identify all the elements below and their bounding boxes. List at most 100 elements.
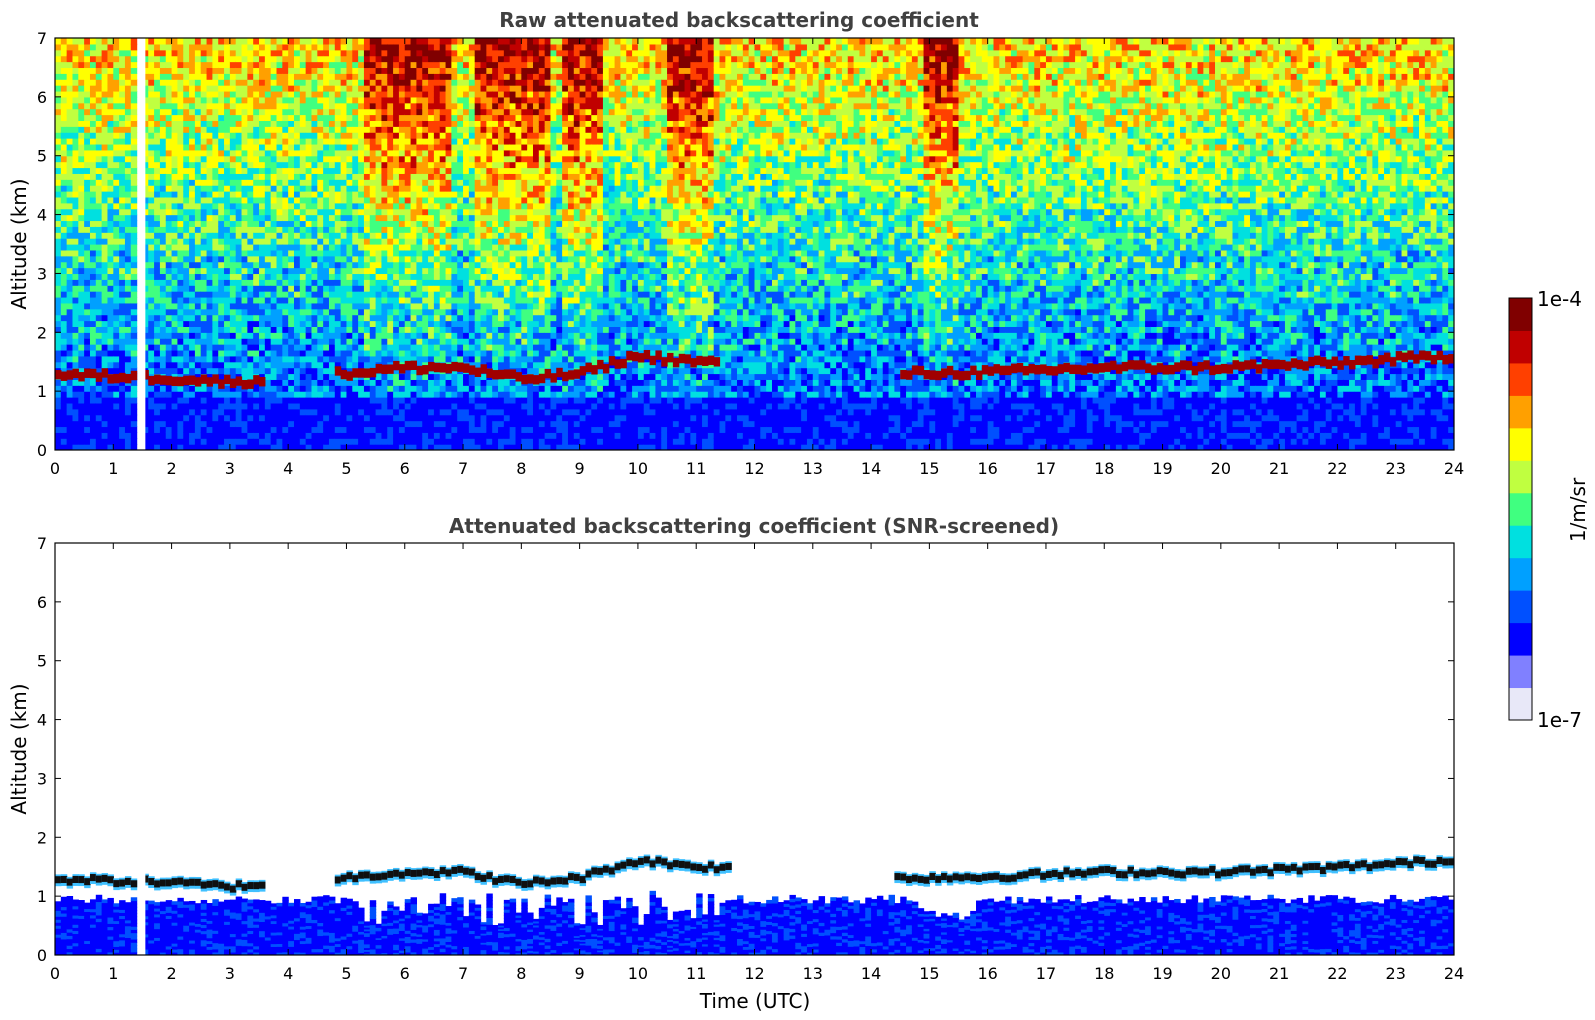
heat-cell [416,226,423,233]
heat-cell [398,55,406,63]
heat-cell [276,67,283,74]
heat-cell [428,438,435,445]
heat-cell [375,267,383,275]
heat-cell [439,244,447,251]
heat-cell [433,432,441,439]
heat-cell [340,238,348,245]
heat-cell [317,285,324,292]
heat-cell [89,38,97,45]
heat-cell [154,367,161,375]
heat-cell [270,414,278,422]
heat-cell [276,308,283,316]
heat-cell [346,138,353,145]
heat-cell [72,85,79,92]
heat-cell [113,73,120,80]
heat-cell [247,143,254,151]
heat-cell [375,291,383,298]
heat-cell [445,326,452,333]
heat-cell [55,108,62,116]
heat-cell [334,49,342,57]
heat-cell [130,196,138,204]
heat-cell [270,67,278,74]
heat-cell [334,291,342,298]
heat-cell [55,191,62,198]
heat-cell [369,420,377,428]
heat-cell [282,420,289,428]
heat-cell [375,132,383,139]
heat-cell [428,238,435,245]
heat-cell [194,132,202,139]
heat-cell [55,238,62,245]
heat-cell [148,367,155,375]
heat-cell [439,143,447,151]
heat-cell [463,220,470,227]
heat-cell [451,308,458,316]
heat-cell [142,226,149,233]
heat-cell [247,191,254,198]
heat-cell [165,355,173,363]
heat-cell [130,432,138,439]
heat-cell [439,296,447,304]
heat-cell [410,79,418,86]
heat-cell [445,402,452,410]
heat-cell [84,308,91,316]
heat-cell [393,38,400,45]
heat-cell [346,38,353,45]
heat-cell [113,232,120,239]
heat-cell [241,90,248,98]
heat-cell [433,326,441,333]
heat-cell [340,338,348,345]
heat-cell [317,167,324,174]
heat-cell [387,238,394,245]
heat-cell [224,349,231,357]
heat-cell [422,314,429,322]
heat-cell [113,438,120,445]
heat-cell [72,308,79,316]
heat-cell [165,38,173,45]
heat-cell [282,96,289,104]
heat-cell [212,444,219,450]
heat-cell [235,232,243,239]
heat-cell [148,444,155,450]
heat-cell [183,67,190,74]
heat-cell [358,349,365,357]
heat-cell [328,261,336,269]
heat-cell [212,308,219,316]
heat-cell [148,432,155,439]
heat-cell [410,314,418,322]
heat-cell [107,179,114,186]
heat-cell [404,161,412,169]
heat-cell [410,244,418,251]
heat-cell [194,444,202,450]
heat-cell [381,155,388,163]
heat-cell [224,302,231,310]
heat-cell [433,149,441,157]
heat-cell [375,67,383,74]
heat-cell [334,67,342,74]
heat-cell [247,73,254,80]
heat-cell [101,408,109,416]
heat-cell [404,444,412,450]
heat-cell [323,338,330,345]
heat-cell [317,402,324,410]
heat-cell [334,96,342,104]
heat-cell [328,149,336,157]
heat-cell [165,108,173,116]
heat-cell [253,55,260,63]
heat-cell [89,185,97,192]
heat-cell [323,167,330,174]
heat-cell [433,285,441,292]
heat-cell [224,326,231,333]
heat-cell [410,302,418,310]
heat-cell [224,114,231,121]
heat-cell [229,402,237,410]
heat-cell [241,43,248,51]
heat-cell [171,214,179,222]
heat-cell [445,349,452,357]
heat-cell [154,149,161,157]
heat-cell [253,43,260,51]
heat-cell [352,438,359,445]
heat-cell [311,196,318,204]
heat-cell [328,226,336,233]
heat-cell [148,143,155,151]
